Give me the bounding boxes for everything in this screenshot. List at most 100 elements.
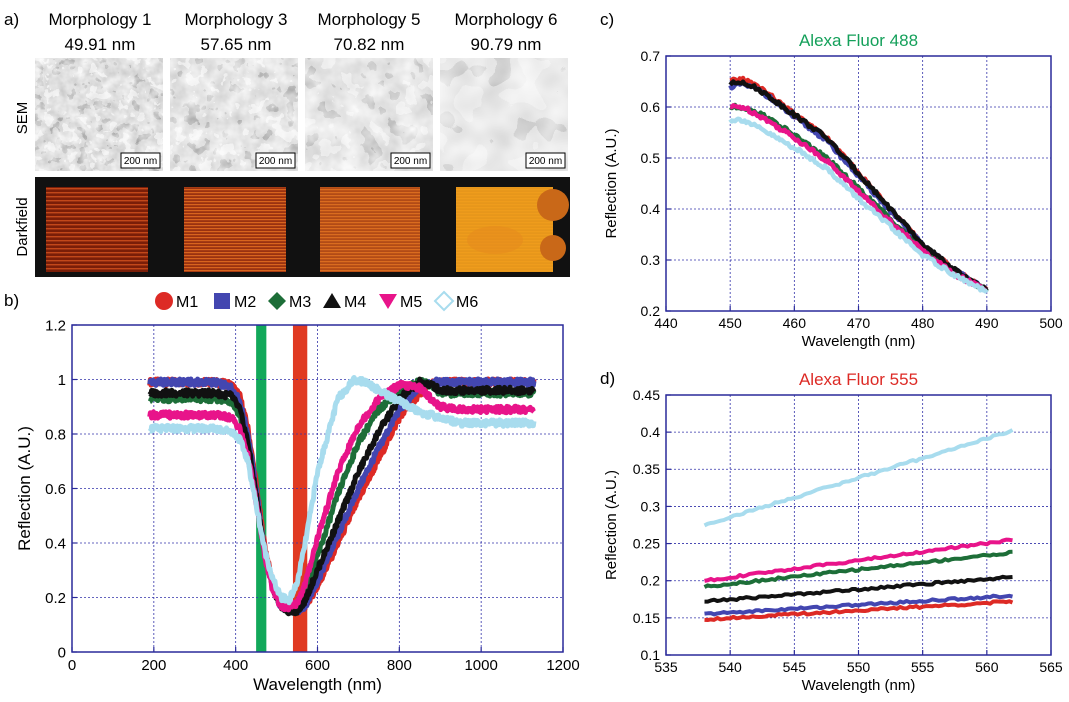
- series-M6-c: [728, 116, 989, 295]
- sem-scale-bar-5: 200 nm: [394, 156, 427, 167]
- sem-image-3: 200 nm: [170, 58, 298, 171]
- morphology-1-header: Morphology 1 49.91 nm: [48, 10, 151, 54]
- chart-title-d: Alexa Fluor 555: [799, 370, 918, 389]
- x-tick-label-b: 0: [68, 657, 76, 674]
- sem-image-5: 200 nm: [305, 58, 433, 171]
- y-tick-label-d: 0.1: [641, 647, 661, 663]
- y-tick-label-c: 0.7: [641, 48, 661, 64]
- morphology-6-header: Morphology 6 90.79 nm: [454, 10, 557, 54]
- x-tick-label-c: 500: [1039, 315, 1063, 331]
- sem-image-1: 200 nm: [35, 58, 163, 171]
- y-axis-label-d: Reflection (A.U.): [603, 470, 620, 580]
- x-tick-label-d: 550: [847, 659, 871, 675]
- series-M5-b: [147, 379, 536, 613]
- y-tick-label-b: 0.2: [45, 590, 66, 607]
- panel-a: a) Morphology 1 49.91 nm Morphology 3 57…: [4, 10, 570, 277]
- x-tick-label-b: 400: [223, 657, 248, 674]
- morphology-3-title: Morphology 3: [184, 10, 287, 29]
- x-tick-label-c: 460: [783, 315, 807, 331]
- legend-marker-M2: [214, 293, 230, 309]
- darkfield-strip: [35, 177, 570, 277]
- legend-marker-M1: [155, 292, 173, 310]
- x-tick-label-b: 800: [387, 657, 412, 674]
- x-tick-label-d: 565: [1039, 659, 1063, 675]
- series-M1-d: [704, 599, 1014, 623]
- chart-c-alexa-fluor-488: 440 450 460 470 480 490 500 0.2 0.3 0.4 0.5 0.6 0.7 W…: [600, 10, 1063, 350]
- y-tick-label-b: 1.2: [45, 317, 66, 334]
- legend-label-M1: M1: [176, 294, 198, 311]
- y-tick-label-b: 0: [58, 644, 66, 661]
- x-tick-label-b: 1200: [546, 657, 579, 674]
- chart-d-alexa-fluor-555: 535 540 545 550 555 560 565 0.1 0.15 0.2 0.25 0.3 0.…: [600, 369, 1063, 694]
- x-tick-label-c: 480: [911, 315, 935, 331]
- series-M4-c: [728, 79, 989, 293]
- sem-image-6: 200 nm: [440, 58, 568, 171]
- darkfield-image-6: [456, 187, 569, 272]
- series-M2-b: [147, 376, 537, 616]
- series-M4-b: [147, 376, 537, 617]
- y-tick-label-d: 0.25: [633, 535, 660, 551]
- legend-marker-M3: [268, 292, 286, 310]
- y-tick-label-c: 0.6: [641, 99, 661, 115]
- panel-label-d: d): [600, 369, 615, 388]
- chart-b-reflection-spectra: 0 200 400 600 800 1000 1200 0 0.2 0.4 0.6 0.8 1 1.2 Wa…: [4, 291, 580, 694]
- y-tick-label-d: 0.3: [641, 498, 661, 514]
- legend-b: M1 M2 M3 M4 M5 M6: [155, 290, 478, 312]
- x-axis-label-d: Wavelength (nm): [802, 677, 916, 694]
- sem-scale-bar-3: 200 nm: [259, 156, 292, 167]
- panel-a-label: a): [4, 10, 19, 29]
- x-tick-label-d: 545: [783, 659, 807, 675]
- chart-title-c: Alexa Fluor 488: [799, 31, 918, 50]
- panel-label-c: c): [600, 10, 614, 29]
- x-axis-label-c: Wavelength (nm): [802, 333, 916, 350]
- morphology-6-size: 90.79 nm: [471, 35, 542, 54]
- morphology-3-size: 57.65 nm: [201, 35, 272, 54]
- series-M5-d: [704, 537, 1013, 583]
- series-M6-b: [147, 374, 537, 606]
- morphology-5-title: Morphology 5: [317, 10, 420, 29]
- y-tick-label-b: 0.8: [45, 426, 66, 443]
- series-M3-d: [703, 549, 1013, 589]
- x-tick-label-b: 600: [305, 657, 330, 674]
- legend-marker-M4: [323, 293, 341, 308]
- y-axis-label-c: Reflection (A.U.): [603, 128, 620, 238]
- sem-scale-bar-1: 200 nm: [124, 156, 157, 167]
- morphology-1-size: 49.91 nm: [65, 35, 136, 54]
- darkfield-image-3: [184, 187, 286, 272]
- y-tick-label-d: 0.35: [633, 461, 660, 477]
- morphology-1-title: Morphology 1: [48, 10, 151, 29]
- x-tick-label-c: 450: [718, 315, 742, 331]
- panel-label-b: b): [4, 291, 19, 310]
- y-tick-label-b: 0.6: [45, 481, 66, 498]
- legend-label-M4: M4: [344, 294, 366, 311]
- darkfield-image-1: [46, 187, 148, 272]
- x-axis-label-b: Wavelength (nm): [253, 675, 382, 694]
- x-tick-label-b: 1000: [464, 657, 497, 674]
- series-M2-d: [704, 593, 1013, 617]
- x-tick-label-b: 200: [141, 657, 166, 674]
- y-tick-label-b: 1: [58, 372, 66, 389]
- x-tick-label-d: 535: [654, 659, 678, 675]
- x-tick-label-d: 555: [911, 659, 935, 675]
- y-tick-label-c: 0.5: [641, 150, 661, 166]
- series-M6-d: [703, 428, 1014, 528]
- sem-scale-bar-6: 200 nm: [529, 156, 562, 167]
- legend-marker-M6: [433, 290, 455, 312]
- legend-marker-M5: [379, 294, 397, 309]
- y-axis-label-b: Reflection (A.U.): [15, 426, 34, 551]
- sem-row-label: SEM: [14, 102, 31, 135]
- y-tick-label-d: 0.4: [641, 424, 661, 440]
- morphology-5-size: 70.82 nm: [334, 35, 405, 54]
- y-tick-label-c: 0.3: [641, 252, 661, 268]
- darkfield-image-5: [320, 187, 420, 272]
- x-tick-label-c: 490: [975, 315, 999, 331]
- morphology-5-header: Morphology 5 70.82 nm: [317, 10, 420, 54]
- y-tick-label-d: 0.2: [641, 573, 661, 589]
- x-tick-label-d: 540: [718, 659, 742, 675]
- y-tick-label-b: 0.4: [45, 535, 66, 552]
- x-tick-label-d: 560: [975, 659, 999, 675]
- legend-label-M3: M3: [289, 294, 311, 311]
- morphology-6-title: Morphology 6: [454, 10, 557, 29]
- legend-label-M6: M6: [456, 294, 478, 311]
